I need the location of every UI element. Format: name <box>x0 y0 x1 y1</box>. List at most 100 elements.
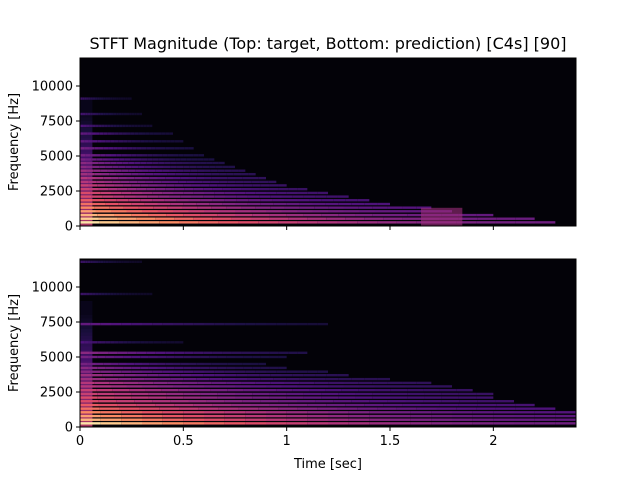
harmonic-segment <box>95 292 99 296</box>
harmonic-segment <box>421 385 437 388</box>
onset-cell <box>80 318 93 322</box>
harmonic-segment <box>338 213 356 217</box>
harmonic-segment <box>100 154 106 157</box>
harmonic-segment <box>131 366 141 370</box>
harmonic-segment <box>231 217 251 220</box>
harmonic-segment <box>219 362 228 366</box>
harmonic-segment <box>113 292 117 296</box>
harmonic-segment <box>170 400 189 403</box>
harmonic-segment <box>174 140 180 143</box>
harmonic-segment <box>80 411 101 414</box>
harmonic-segment <box>100 191 111 195</box>
harmonic-segment <box>145 388 162 392</box>
harmonic-segment <box>247 377 261 381</box>
harmonic-segment <box>476 392 494 396</box>
harmonic-segment <box>118 260 122 263</box>
harmonic-segment <box>157 366 167 370</box>
harmonic-segment <box>292 388 310 392</box>
harmonic-segment <box>170 377 184 381</box>
harmonic-segment <box>235 362 243 366</box>
harmonic-segment <box>377 377 390 381</box>
harmonic-segment <box>396 221 417 224</box>
harmonic-segment <box>88 341 93 344</box>
harmonic-segment <box>169 374 181 377</box>
x-tick-label: 2 <box>489 434 497 449</box>
harmonic-segment <box>441 392 459 396</box>
harmonic-segment <box>217 366 227 370</box>
harmonic-segment <box>80 422 101 425</box>
harmonic-segment <box>136 217 156 220</box>
harmonic-segment <box>173 176 181 180</box>
harmonic-segment <box>112 97 115 100</box>
harmonic-segment <box>107 132 111 135</box>
harmonic-segment <box>126 362 135 366</box>
harmonic-segment <box>169 180 179 184</box>
harmonic-segment <box>131 355 141 359</box>
harmonic-segment <box>299 377 313 381</box>
harmonic-segment <box>121 169 129 172</box>
harmonic-segment <box>515 217 535 220</box>
harmonic-segment <box>80 169 87 172</box>
harmonic-segment <box>355 396 373 399</box>
harmonic-segment <box>140 292 144 296</box>
harmonic-segment <box>97 341 102 344</box>
harmonic-segment <box>317 370 328 373</box>
harmonic-segment <box>146 187 156 191</box>
harmonic-segment <box>217 392 235 396</box>
harmonic-segment <box>138 173 146 176</box>
harmonic-segment <box>142 322 153 326</box>
harmonic-segment <box>183 396 201 399</box>
harmonic-segment <box>196 202 210 206</box>
harmonic-segment <box>144 140 149 143</box>
harmonic-segment <box>281 210 297 213</box>
harmonic-segment <box>80 210 96 213</box>
harmonic-segment <box>235 385 251 388</box>
y-tick-label: 10000 <box>32 80 73 95</box>
harmonic-segment <box>211 173 220 176</box>
harmonic-segment <box>95 124 99 128</box>
harmonic-segment <box>255 206 271 209</box>
harmonic-segment <box>204 176 212 180</box>
harmonic-segment <box>276 370 287 373</box>
harmonic-segment <box>214 322 225 326</box>
harmonic-segment <box>297 199 310 202</box>
harmonic-segment <box>217 355 227 359</box>
y-tick-label: 0 <box>65 421 73 436</box>
harmonic-segment <box>236 374 248 377</box>
harmonic-segment <box>80 403 99 407</box>
harmonic-segment <box>183 154 189 157</box>
harmonic-segment <box>118 341 124 344</box>
harmonic-segment <box>514 411 535 414</box>
harmonic-segment <box>139 112 142 116</box>
harmonic-segment <box>157 140 162 143</box>
onset-cell <box>80 364 93 368</box>
harmonic-segment <box>84 97 87 100</box>
harmonic-segment <box>98 112 101 116</box>
harmonic-segment <box>161 388 179 392</box>
harmonic-segment <box>103 132 108 135</box>
harmonic-segment <box>514 414 535 418</box>
harmonic-segment <box>252 392 270 396</box>
harmonic-segment <box>183 418 204 421</box>
harmonic-segment <box>80 385 96 388</box>
harmonic-segment <box>105 377 119 381</box>
harmonic-segment <box>169 169 177 172</box>
harmonic-segment <box>100 322 111 326</box>
harmonic-segment <box>198 407 219 410</box>
harmonic-segment <box>176 199 189 202</box>
harmonic-segment <box>134 112 137 116</box>
harmonic-segment <box>297 322 308 326</box>
harmonic-segment <box>458 392 477 396</box>
harmonic-segment <box>197 206 212 209</box>
harmonic-segment <box>242 400 261 403</box>
harmonic-segment <box>180 195 192 198</box>
harmonic-segment <box>111 370 122 373</box>
harmonic-segment <box>111 132 115 135</box>
harmonic-segment <box>131 370 142 373</box>
harmonic-segment <box>114 355 124 359</box>
harmonic-segment <box>114 97 117 100</box>
harmonic-segment <box>288 187 298 191</box>
harmonic-segment <box>338 202 352 206</box>
harmonic-segment <box>103 362 111 366</box>
harmonic-segment <box>260 400 279 403</box>
